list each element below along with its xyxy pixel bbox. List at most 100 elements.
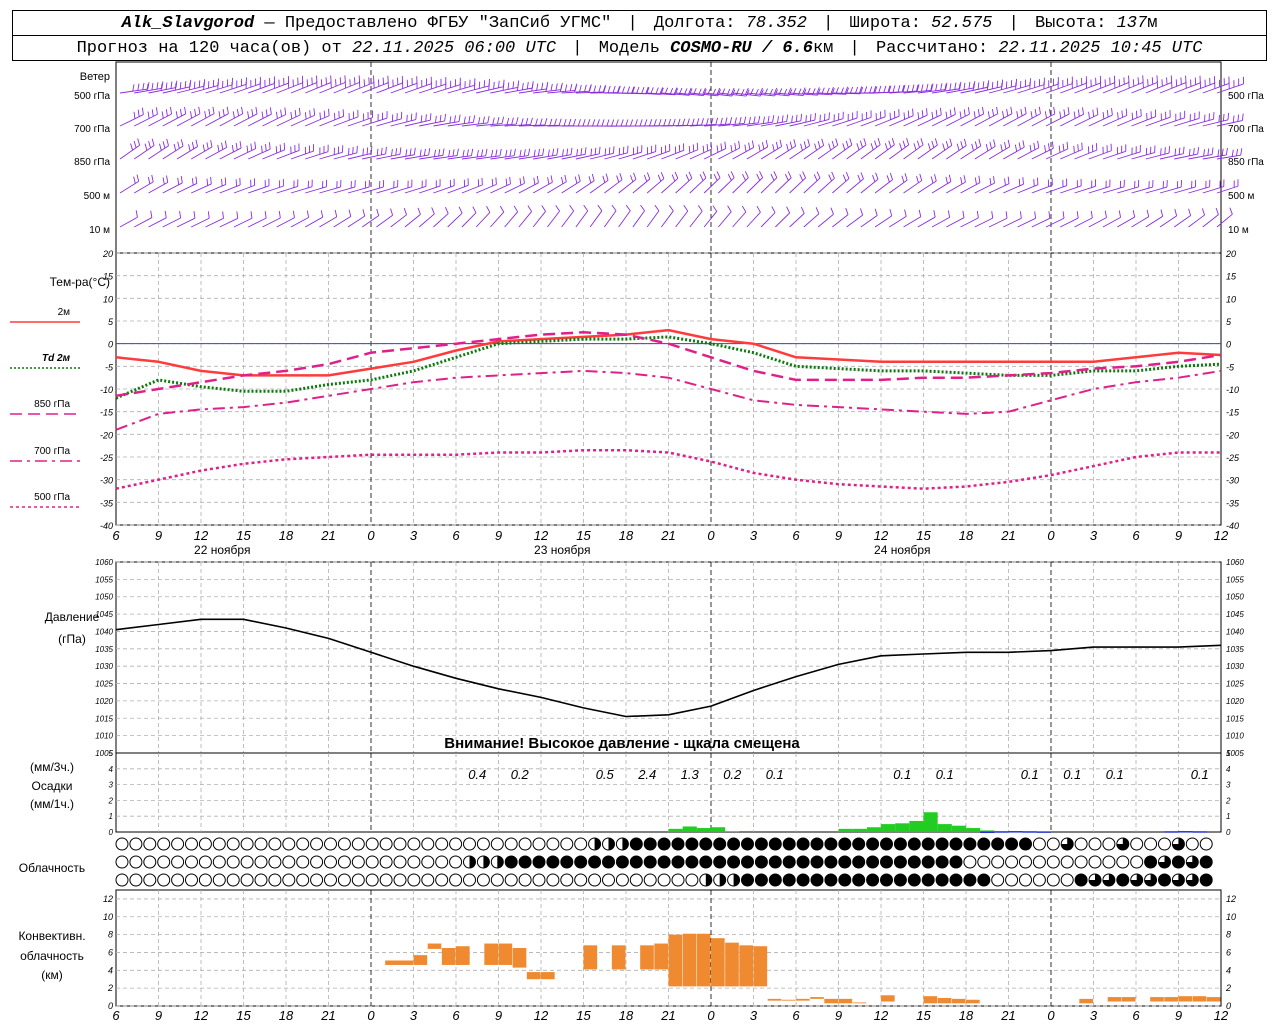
- precip-bar-1h: [994, 831, 1009, 833]
- wind-barb-feather: [968, 81, 971, 89]
- wind-barb-feather: [602, 175, 606, 183]
- wind-barb-feather: [144, 143, 148, 151]
- wind-barb-feather: [814, 113, 817, 121]
- conv-title-1: Конвективн.: [18, 929, 85, 943]
- wind-barb-feather: [298, 107, 301, 115]
- cloud-symbol: [1005, 837, 1019, 851]
- wind-barb-feather: [899, 143, 903, 151]
- wind-barb: [860, 178, 879, 194]
- temp-legend-label: 850 гПа: [34, 399, 70, 410]
- wind-barb-feather: [146, 83, 149, 91]
- wind-barb: [262, 114, 286, 127]
- wind-barb-feather: [842, 143, 846, 151]
- wind-barb-feather: [716, 145, 719, 153]
- pressure-ytick-right: 1015: [1226, 714, 1244, 723]
- wind-barb-feather: [715, 117, 719, 125]
- wind-barb: [1102, 115, 1127, 127]
- wind-barb-feather: [625, 204, 631, 212]
- wind-barb: [689, 148, 712, 160]
- wind-barb-feather: [860, 172, 864, 180]
- wind-barb: [404, 83, 432, 94]
- precip-bar: [909, 820, 924, 832]
- cloud-symbol: [324, 855, 337, 869]
- wind-barb-feather: [830, 86, 834, 94]
- cloud-symbol: [754, 855, 768, 869]
- wind-barb-feather: [491, 178, 494, 186]
- wind-barb-feather: [756, 173, 761, 181]
- wind-barb-feather: [906, 138, 910, 145]
- time-tick-bottom: 21: [660, 1008, 675, 1023]
- wind-barb-feather: [309, 110, 311, 118]
- wind-barb-feather: [552, 148, 555, 156]
- wind-barb: [290, 82, 318, 94]
- time-tick: 3: [1090, 528, 1098, 543]
- wind-barb-feather: [948, 174, 952, 182]
- cloud-symbol: [1060, 855, 1074, 869]
- wind-barb-feather: [232, 111, 235, 119]
- wind-barb: [305, 81, 332, 94]
- wind-barb-feather: [1111, 108, 1113, 116]
- wind-barb: [191, 85, 219, 94]
- wind-barb-feather: [720, 117, 723, 125]
- wind-barb-feather: [435, 115, 437, 123]
- wind-barb-feather: [132, 84, 135, 92]
- wind-barb-feather: [560, 176, 564, 184]
- precip-amount-label: 1.3: [681, 767, 700, 782]
- wind-barb: [1174, 215, 1191, 228]
- temp-ytick-left: 20: [102, 249, 113, 259]
- cloud-symbol: [615, 873, 629, 887]
- precip-ytick-right: 3: [1226, 781, 1231, 790]
- wind-barb: [746, 211, 761, 228]
- wind-barb-feather: [963, 175, 966, 183]
- wind-barb: [162, 217, 181, 228]
- conv-ytick-left: 6: [108, 947, 113, 957]
- wind-barb: [347, 117, 373, 127]
- wind-barb-feather: [572, 118, 576, 126]
- temp-series-dotted: [115, 335, 1222, 400]
- wind-barb-feather: [912, 108, 914, 116]
- cloud-symbol: [449, 855, 463, 869]
- wind-barb-feather: [493, 81, 495, 89]
- wind-barb-feather: [904, 173, 908, 181]
- wind-barb-feather: [772, 115, 775, 123]
- wind-barb-feather: [945, 140, 949, 148]
- wind-barb-feather: [602, 86, 606, 93]
- alt-unit: м: [1147, 14, 1158, 33]
- lat-label: Широта:: [849, 14, 921, 33]
- cloud-symbol: [407, 837, 421, 851]
- wind-barb-feather: [691, 118, 695, 126]
- wind-barb-feather: [611, 119, 615, 127]
- conv-cloud-bar: [781, 999, 796, 1001]
- wind-barb-feather: [742, 173, 746, 181]
- temp-ytick-right: 15: [1226, 272, 1237, 282]
- wind-barb-feather: [814, 143, 817, 151]
- wind-barb-feather: [453, 115, 456, 123]
- wind-barb: [1060, 217, 1079, 228]
- wind-barb: [176, 217, 196, 228]
- wind-barb-feather: [911, 84, 915, 92]
- wind-barb-feather: [598, 146, 601, 154]
- wind-barb: [547, 154, 572, 160]
- wind-barb-feather: [417, 207, 421, 215]
- pressure-ytick-left: 1020: [95, 697, 113, 706]
- wind-barb: [575, 153, 600, 160]
- conv-cloud-bar: [711, 938, 725, 987]
- wind-barb: [604, 152, 628, 160]
- wind-barb-feather: [173, 143, 177, 151]
- wind-barb: [305, 115, 330, 127]
- wind-barb-feather: [741, 205, 747, 213]
- wind-barb: [661, 210, 674, 228]
- wind-barb-feather: [516, 83, 519, 91]
- temp-ytick-right: -20: [1226, 430, 1239, 440]
- wind-barb-feather: [376, 208, 380, 216]
- wind-barb-feather: [945, 111, 948, 119]
- pressure-ytick-left: 1035: [95, 645, 113, 654]
- cloud-symbol: [198, 837, 212, 851]
- wind-barb-feather: [751, 140, 755, 148]
- conv-cloud-bar: [611, 945, 626, 970]
- wind-barb-feather: [239, 141, 242, 149]
- cloud-symbol: [727, 855, 741, 869]
- wind-barb: [390, 214, 407, 228]
- wind-barb: [461, 85, 490, 94]
- wind-barb-feather: [1058, 145, 1061, 153]
